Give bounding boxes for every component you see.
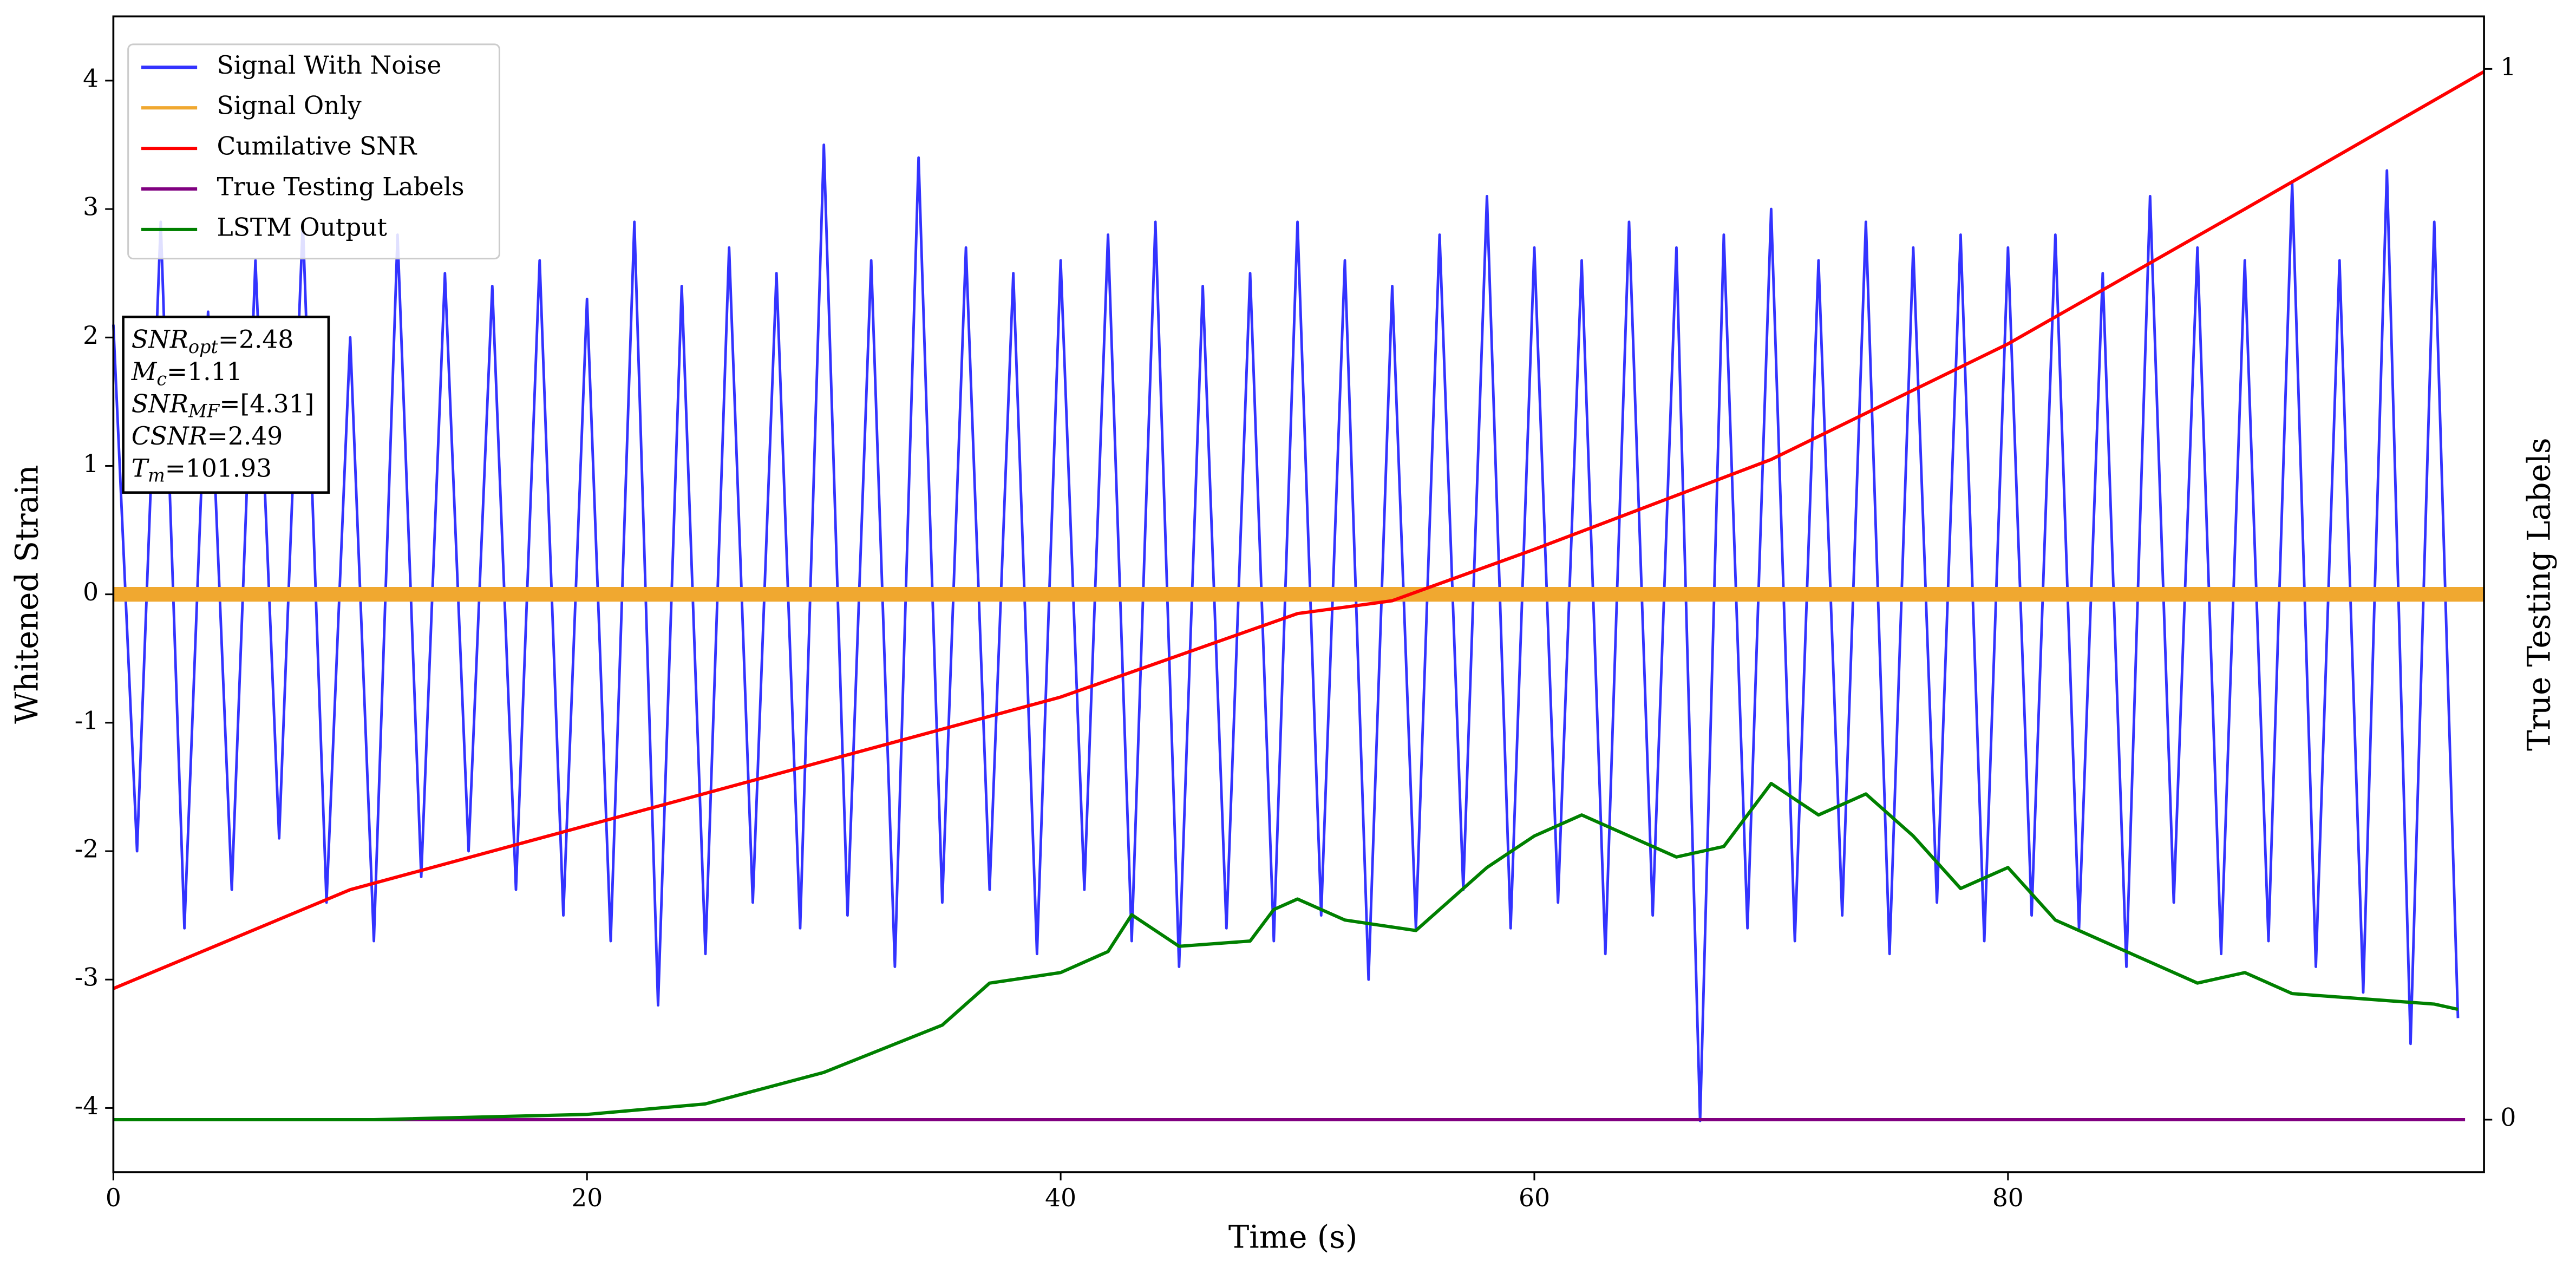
y-tick-label: 1 [83,449,99,478]
legend-label: LSTM Output [217,213,387,241]
annotation-text: =101.93 [165,454,272,482]
legend-label: Signal With Noise [217,51,442,80]
x-axis-label: Time (s) [1228,1219,1358,1255]
annotation-subscript: m [148,465,165,486]
annotation-subscript: opt [188,336,218,357]
legend: Signal With Noise Signal Only Cumilative S… [127,43,500,260]
y-tick-label: -1 [75,706,99,735]
y-tick-label: 3 [83,193,99,221]
annotation-symbol: SNR [132,325,188,354]
annotation-line: SNRMF=[4.31] [132,389,315,422]
legend-box [127,43,500,260]
annotation-symbol: SNR [132,389,188,418]
y-tick-label: 4 [83,64,99,93]
annotation-subscript: MF [188,401,220,422]
annotation-symbol: M [131,357,158,386]
annotation-line: Tm=101.93 [132,454,272,486]
x-tick-label: 60 [1519,1184,1550,1212]
annotation-line: Mc=1.11 [131,357,243,390]
y-tick-label: -3 [75,963,99,992]
x-tick-label: 20 [571,1184,603,1212]
x-tick-label: 0 [106,1184,121,1212]
annotation-text: =2.49 [207,422,283,450]
annotation-box [122,315,330,494]
y-tick-label: 2 [83,321,99,350]
y2-tick-label: 1 [2500,53,2516,81]
annotation-line: SNRopt=2.48 [132,325,294,357]
x-tick-label: 40 [1045,1184,1076,1212]
annotation-line: CSNR=2.49 [132,422,283,450]
y2-tick-label: 0 [2500,1103,2516,1132]
annotation-symbol: T [132,454,150,482]
plot-area [112,70,2485,1122]
series-line [112,143,2460,1122]
annotation: SNRopt=2.48Mc=1.11SNRMF=[4.31]CSNR=2.49T… [122,315,330,494]
y-axis-label: Whitened Strain [9,465,45,723]
annotation-subscript: c [156,368,167,389]
y-tick-label: 0 [83,578,99,606]
annotation-text: =1.11 [167,357,242,386]
legend-label: Signal Only [217,92,362,120]
annotation-text: =2.48 [218,325,293,354]
annotation-text: =[4.31] [219,389,314,418]
y2-axis-label: True Testing Labels [2521,437,2557,750]
y-tick-label: -2 [75,835,99,864]
x-tick-label: 80 [1992,1184,2024,1212]
series-line [113,781,2459,1122]
series-line [113,70,2485,990]
legend-label: True Testing Labels [217,173,465,201]
annotation-symbol: CSNR [132,422,207,450]
y-tick-label: -4 [75,1092,99,1120]
legend-label: Cumilative SNR [217,132,417,161]
